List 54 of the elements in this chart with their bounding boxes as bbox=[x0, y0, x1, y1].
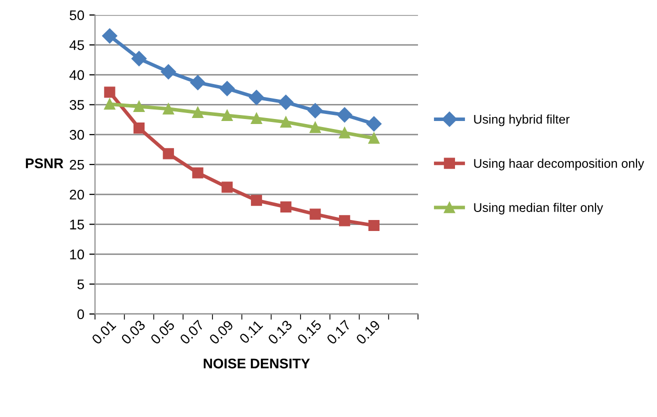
y-axis-title: PSNR bbox=[26, 158, 64, 168]
y-tick-label: 40 bbox=[69, 70, 84, 80]
point bbox=[133, 100, 145, 112]
legend-label: Using median filter only bbox=[474, 202, 604, 214]
point bbox=[248, 90, 264, 106]
y-tick-label: 15 bbox=[70, 220, 84, 230]
y-tick-label: 50 bbox=[70, 10, 84, 20]
point bbox=[308, 103, 323, 118]
point bbox=[250, 194, 262, 206]
point bbox=[104, 98, 116, 110]
point bbox=[366, 116, 382, 132]
x-tick-label: 0.09 bbox=[208, 320, 234, 345]
point bbox=[131, 51, 147, 66]
x-tick-label: 0.03 bbox=[120, 320, 146, 345]
point bbox=[280, 201, 292, 213]
point bbox=[337, 107, 352, 122]
point bbox=[162, 103, 174, 114]
y-tick-label: 20 bbox=[70, 190, 84, 200]
point bbox=[250, 112, 262, 124]
point bbox=[192, 106, 204, 118]
y-tick-label: 25 bbox=[70, 160, 84, 170]
point bbox=[160, 64, 176, 80]
x-tick-label: 0.19 bbox=[355, 320, 381, 345]
point bbox=[278, 94, 294, 110]
y-tick-label: 10 bbox=[70, 250, 84, 260]
y-tick-label: 35 bbox=[70, 100, 84, 110]
x-tick-label: 0.05 bbox=[150, 320, 176, 345]
point bbox=[339, 215, 350, 226]
point bbox=[192, 167, 204, 178]
y-tick-label: 45 bbox=[69, 40, 84, 50]
point bbox=[190, 75, 206, 90]
point bbox=[104, 86, 116, 98]
legend-label: Using haar decomposition only bbox=[474, 158, 644, 170]
x-tick-label: 0.15 bbox=[296, 320, 322, 345]
legend-label: Using hybrid filter bbox=[474, 114, 570, 126]
point bbox=[102, 28, 118, 44]
point bbox=[133, 122, 145, 134]
point bbox=[280, 116, 292, 128]
point bbox=[222, 182, 233, 193]
y-tick-label: 5 bbox=[77, 280, 84, 290]
point bbox=[368, 132, 380, 144]
point bbox=[339, 127, 350, 138]
point bbox=[162, 148, 174, 160]
point bbox=[310, 122, 321, 133]
point bbox=[222, 110, 233, 122]
x-tick-label: 0.13 bbox=[267, 320, 293, 345]
point bbox=[368, 220, 380, 232]
point bbox=[310, 208, 321, 220]
point bbox=[220, 80, 235, 96]
x-tick-label: 0.01 bbox=[91, 320, 116, 345]
y-tick-label: 30 bbox=[70, 130, 84, 140]
x-axis-title: NOISE DENSITY bbox=[204, 358, 310, 368]
y-tick-label: 0 bbox=[77, 309, 84, 320]
x-tick-label: 0.11 bbox=[238, 320, 264, 344]
